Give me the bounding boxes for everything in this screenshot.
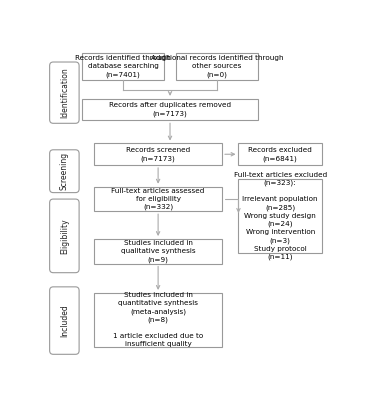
Bar (176, 53, 258, 80)
FancyBboxPatch shape (50, 287, 79, 354)
Text: Records after duplicates removed
(n=7173): Records after duplicates removed (n=7173… (109, 102, 231, 117)
Text: Full-text articles assessed
for eligibility
(n=332): Full-text articles assessed for eligibil… (111, 188, 205, 210)
Bar (82, 99, 258, 120)
Text: Records screened
(n=7173): Records screened (n=7173) (126, 147, 190, 162)
Bar (82, 53, 164, 80)
Bar (238, 179, 322, 253)
Bar (238, 144, 322, 165)
Bar (94, 239, 222, 264)
Text: Eligibility: Eligibility (60, 218, 69, 254)
Text: Records excluded
(n=6841): Records excluded (n=6841) (248, 147, 312, 162)
FancyBboxPatch shape (50, 199, 79, 273)
Text: Records identified through
database searching
(n=7401): Records identified through database sear… (75, 55, 171, 78)
Bar (94, 144, 222, 165)
Bar (94, 186, 222, 211)
Text: Studies included in
quantitative synthesis
(meta-analysis)
(n=8)

1 article excl: Studies included in quantitative synthes… (113, 292, 203, 347)
Text: Included: Included (60, 304, 69, 337)
Text: Full-text articles excluded
(n=323):

Irrelevant population
(n=285)
Wrong study : Full-text articles excluded (n=323): Irr… (233, 172, 327, 260)
FancyBboxPatch shape (50, 62, 79, 123)
Text: Identification: Identification (60, 67, 69, 118)
Text: Screening: Screening (60, 152, 69, 190)
Text: Studies included in
qualitative synthesis
(n=9): Studies included in qualitative synthesi… (121, 240, 195, 262)
Bar (94, 293, 222, 347)
Text: Additional records identified through
other sources
(n=0): Additional records identified through ot… (151, 55, 283, 78)
FancyBboxPatch shape (50, 150, 79, 193)
